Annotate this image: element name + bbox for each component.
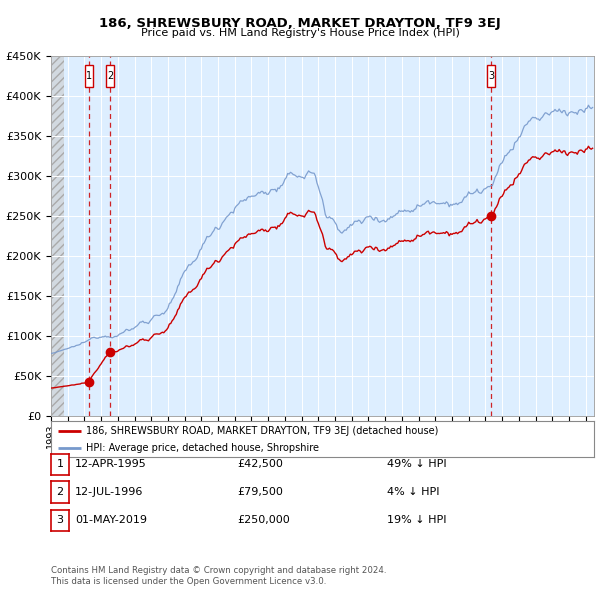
FancyBboxPatch shape [487,65,494,87]
Text: £79,500: £79,500 [237,487,283,497]
Text: 186, SHREWSBURY ROAD, MARKET DRAYTON, TF9 3EJ (detached house): 186, SHREWSBURY ROAD, MARKET DRAYTON, TF… [86,426,439,436]
Text: 2: 2 [107,71,113,81]
Text: 12-APR-1995: 12-APR-1995 [75,460,147,469]
Text: 01-MAY-2019: 01-MAY-2019 [75,516,147,525]
Bar [51,56,64,416]
Text: 1: 1 [86,71,92,81]
Text: This data is licensed under the Open Government Licence v3.0.: This data is licensed under the Open Gov… [51,577,326,586]
Text: £42,500: £42,500 [237,460,283,469]
Text: 4% ↓ HPI: 4% ↓ HPI [387,487,439,497]
Text: 2: 2 [56,487,64,497]
Text: 186, SHREWSBURY ROAD, MARKET DRAYTON, TF9 3EJ: 186, SHREWSBURY ROAD, MARKET DRAYTON, TF… [99,17,501,30]
Text: HPI: Average price, detached house, Shropshire: HPI: Average price, detached house, Shro… [86,443,319,453]
Bar [51,56,64,416]
Text: Contains HM Land Registry data © Crown copyright and database right 2024.: Contains HM Land Registry data © Crown c… [51,566,386,575]
Text: 49% ↓ HPI: 49% ↓ HPI [387,460,446,469]
Text: 3: 3 [56,516,64,525]
Text: 1: 1 [56,460,64,469]
Text: 3: 3 [488,71,494,81]
Text: 12-JUL-1996: 12-JUL-1996 [75,487,143,497]
Text: £250,000: £250,000 [237,516,290,525]
Text: Price paid vs. HM Land Registry's House Price Index (HPI): Price paid vs. HM Land Registry's House … [140,28,460,38]
FancyBboxPatch shape [85,65,93,87]
FancyBboxPatch shape [106,65,114,87]
Text: 19% ↓ HPI: 19% ↓ HPI [387,516,446,525]
